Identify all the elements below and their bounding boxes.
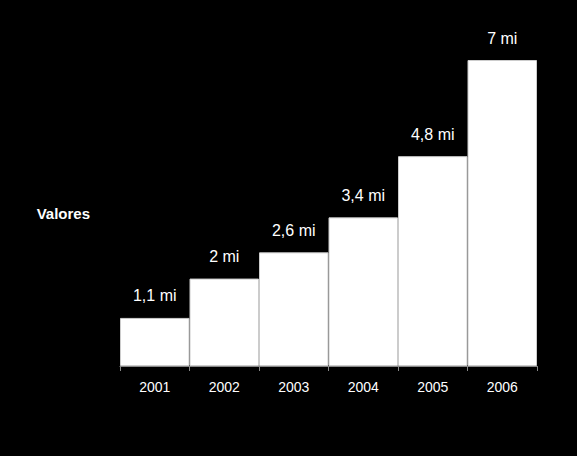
svg-text:2002: 2002: [209, 379, 240, 395]
svg-text:2006: 2006: [487, 379, 518, 395]
svg-text:2003: 2003: [278, 379, 309, 395]
svg-text:3,4 mi: 3,4 mi: [341, 187, 385, 204]
svg-text:Valores: Valores: [37, 205, 90, 222]
svg-text:2004: 2004: [348, 379, 379, 395]
svg-text:2,6 mi: 2,6 mi: [272, 222, 316, 239]
svg-text:4,8 mi: 4,8 mi: [411, 126, 455, 143]
svg-text:2 mi: 2 mi: [209, 248, 239, 265]
svg-text:1,1 mi: 1,1 mi: [133, 287, 177, 304]
svg-text:7 mi: 7 mi: [487, 30, 517, 47]
svg-text:2001: 2001: [139, 379, 170, 395]
svg-text:2005: 2005: [417, 379, 448, 395]
